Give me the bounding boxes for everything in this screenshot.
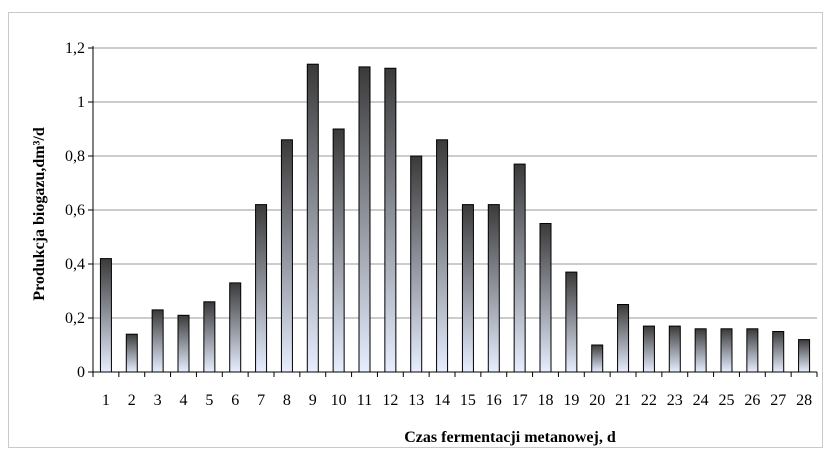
bar: [229, 282, 242, 373]
x-tick-label: 7: [257, 392, 265, 409]
x-tick-label: 25: [719, 392, 735, 409]
bar: [410, 155, 423, 373]
x-tick-label: 14: [434, 392, 450, 409]
bar: [694, 328, 707, 373]
x-tick-label: 22: [641, 392, 657, 409]
bar: [151, 309, 164, 373]
bar: [591, 344, 604, 373]
x-tick-label: 1: [102, 392, 110, 409]
bar: [720, 328, 733, 373]
x-tick-label: 27: [770, 392, 786, 409]
bar: [125, 333, 138, 373]
y-tick-label: 0,8: [65, 148, 85, 165]
x-tick-label: 9: [309, 392, 317, 409]
x-tick-label: 11: [357, 392, 372, 409]
x-tick-label: 6: [231, 392, 239, 409]
bar: [487, 204, 500, 373]
bar: [99, 258, 112, 373]
y-tick-label: 0,4: [65, 256, 85, 273]
bar: [565, 271, 578, 373]
axes: [92, 46, 818, 377]
y-tick-label: 0,6: [65, 202, 85, 219]
bar: [436, 139, 449, 373]
x-tick-label: 5: [205, 392, 213, 409]
bar: [617, 304, 630, 373]
bar: [177, 314, 190, 373]
x-tick-label: 10: [331, 392, 347, 409]
gridlines: [88, 47, 817, 373]
bars: [99, 63, 811, 373]
x-tick-label: 15: [460, 392, 476, 409]
x-tick-label: 16: [486, 392, 502, 409]
x-tick-label: 17: [512, 392, 528, 409]
x-tick-label: 12: [382, 392, 398, 409]
x-tick-label: 26: [744, 392, 760, 409]
bar: [668, 325, 681, 373]
y-tick-label: 1,2: [65, 40, 85, 57]
x-tick-label: 13: [408, 392, 424, 409]
x-tick-label: 4: [180, 392, 188, 409]
x-tick-label: 23: [667, 392, 683, 409]
bar: [306, 63, 319, 373]
bar: [332, 128, 345, 373]
y-tick-labels: 0 0,2 0,4 0,6 0,8 1 1,2: [65, 40, 85, 381]
y-tick-label: 0,2: [65, 310, 85, 327]
x-tick-label: 24: [693, 392, 709, 409]
y-tick-label: 0: [77, 364, 85, 381]
y-axis-title: Produkcja biogazu,dm³/d: [31, 127, 48, 301]
bar: [384, 67, 397, 373]
x-tick-label: 20: [589, 392, 605, 409]
bar: [255, 204, 268, 373]
bar: [203, 301, 216, 373]
x-tick-label: 28: [796, 392, 812, 409]
x-tick-label: 8: [283, 392, 291, 409]
x-tick-labels: 1 2 3 4 5 6 7 8 9 10 11 12 13 14 15 16 17 18 19 20 21 22 23 24 2…: [102, 392, 812, 409]
x-tick-label: 21: [615, 392, 631, 409]
bar: [358, 66, 371, 373]
x-axis-title: Czas fermentacji metanowej, d: [404, 429, 616, 446]
x-tick-label: 3: [154, 392, 162, 409]
bar: [798, 339, 811, 373]
bar: [539, 223, 552, 373]
bar: [513, 163, 526, 373]
x-tick-label: 19: [563, 392, 579, 409]
bar: [642, 325, 655, 373]
x-tick-label: 18: [538, 392, 554, 409]
bar: [461, 204, 474, 373]
bar: [772, 331, 785, 373]
y-tick-label: 1: [77, 94, 85, 111]
x-tick-label: 2: [128, 392, 136, 409]
bar: [746, 328, 759, 373]
bar: [280, 139, 293, 373]
